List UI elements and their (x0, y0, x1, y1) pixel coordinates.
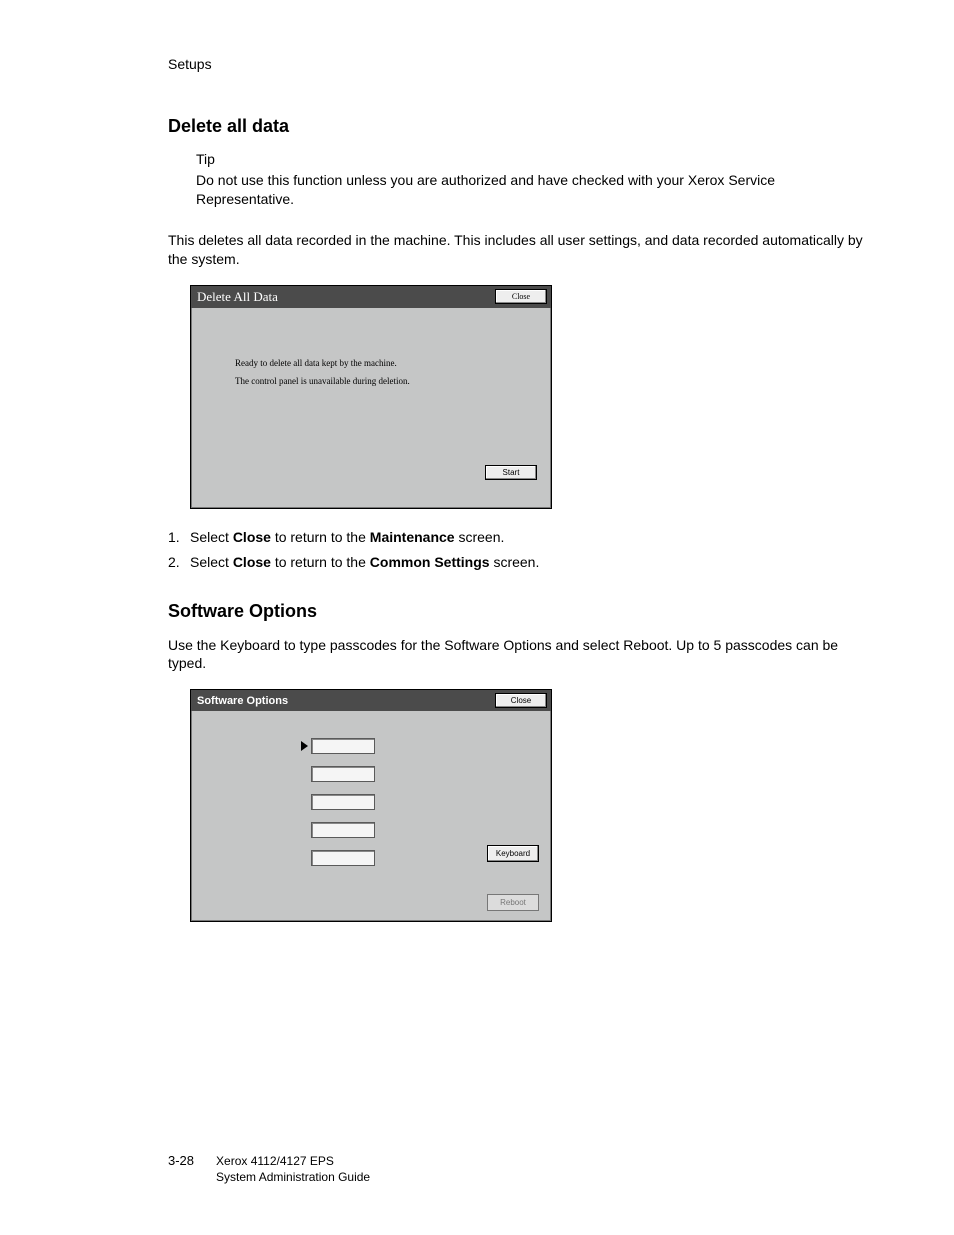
software-options-dialog: Software Options Close (190, 689, 552, 922)
delete-all-data-dialog: Delete All Data Close Ready to delete al… (190, 285, 552, 509)
page-number: 3-28 (168, 1153, 194, 1168)
dialog-title: Delete All Data (197, 289, 278, 305)
passcode-row-1 (301, 737, 375, 755)
dialog-body: Keyboard Reboot (191, 711, 551, 921)
section-heading-software: Software Options (168, 601, 864, 622)
caret-icon (301, 741, 308, 751)
step-2: 2.Select Close to return to the Common S… (168, 552, 864, 573)
page-footer: 3-28 Xerox 4112/4127 EPS System Administ… (168, 1153, 370, 1185)
dialog-message-line2: The control panel is unavailable during … (235, 376, 410, 386)
step-1: 1.Select Close to return to the Maintena… (168, 527, 864, 548)
passcode-input-4[interactable] (311, 822, 375, 838)
passcode-fields (301, 737, 375, 877)
passcode-input-1[interactable] (311, 738, 375, 754)
passcode-row-3 (301, 793, 375, 811)
passcode-row-2 (301, 765, 375, 783)
tip-body: Do not use this function unless you are … (196, 171, 864, 209)
footer-text: Xerox 4112/4127 EPS System Administratio… (216, 1153, 370, 1185)
software-intro: Use the Keyboard to type passcodes for t… (168, 636, 864, 674)
section-heading-delete: Delete all data (168, 116, 864, 137)
keyboard-button[interactable]: Keyboard (487, 845, 539, 862)
step-number: 2. (168, 552, 190, 573)
chapter-label: Setups (168, 56, 864, 72)
dialog-message-line1: Ready to delete all data kept by the mac… (235, 358, 397, 368)
tip-label: Tip (196, 151, 864, 167)
close-button[interactable]: Close (495, 693, 547, 708)
dialog-title: Software Options (197, 695, 288, 707)
passcode-row-5 (301, 849, 375, 867)
document-page: Setups Delete all data Tip Do not use th… (0, 0, 954, 1235)
passcode-input-2[interactable] (311, 766, 375, 782)
numbered-steps: 1.Select Close to return to the Maintena… (168, 527, 864, 573)
dialog-titlebar: Software Options Close (191, 690, 551, 711)
step-number: 1. (168, 527, 190, 548)
dialog-body: Ready to delete all data kept by the mac… (191, 308, 551, 508)
start-button[interactable]: Start (485, 465, 537, 480)
passcode-input-3[interactable] (311, 794, 375, 810)
reboot-button[interactable]: Reboot (487, 894, 539, 911)
close-button[interactable]: Close (495, 289, 547, 304)
dialog-titlebar: Delete All Data Close (191, 286, 551, 308)
passcode-row-4 (301, 821, 375, 839)
passcode-input-5[interactable] (311, 850, 375, 866)
intro-paragraph: This deletes all data recorded in the ma… (168, 231, 864, 269)
tip-block: Tip Do not use this function unless you … (196, 151, 864, 209)
